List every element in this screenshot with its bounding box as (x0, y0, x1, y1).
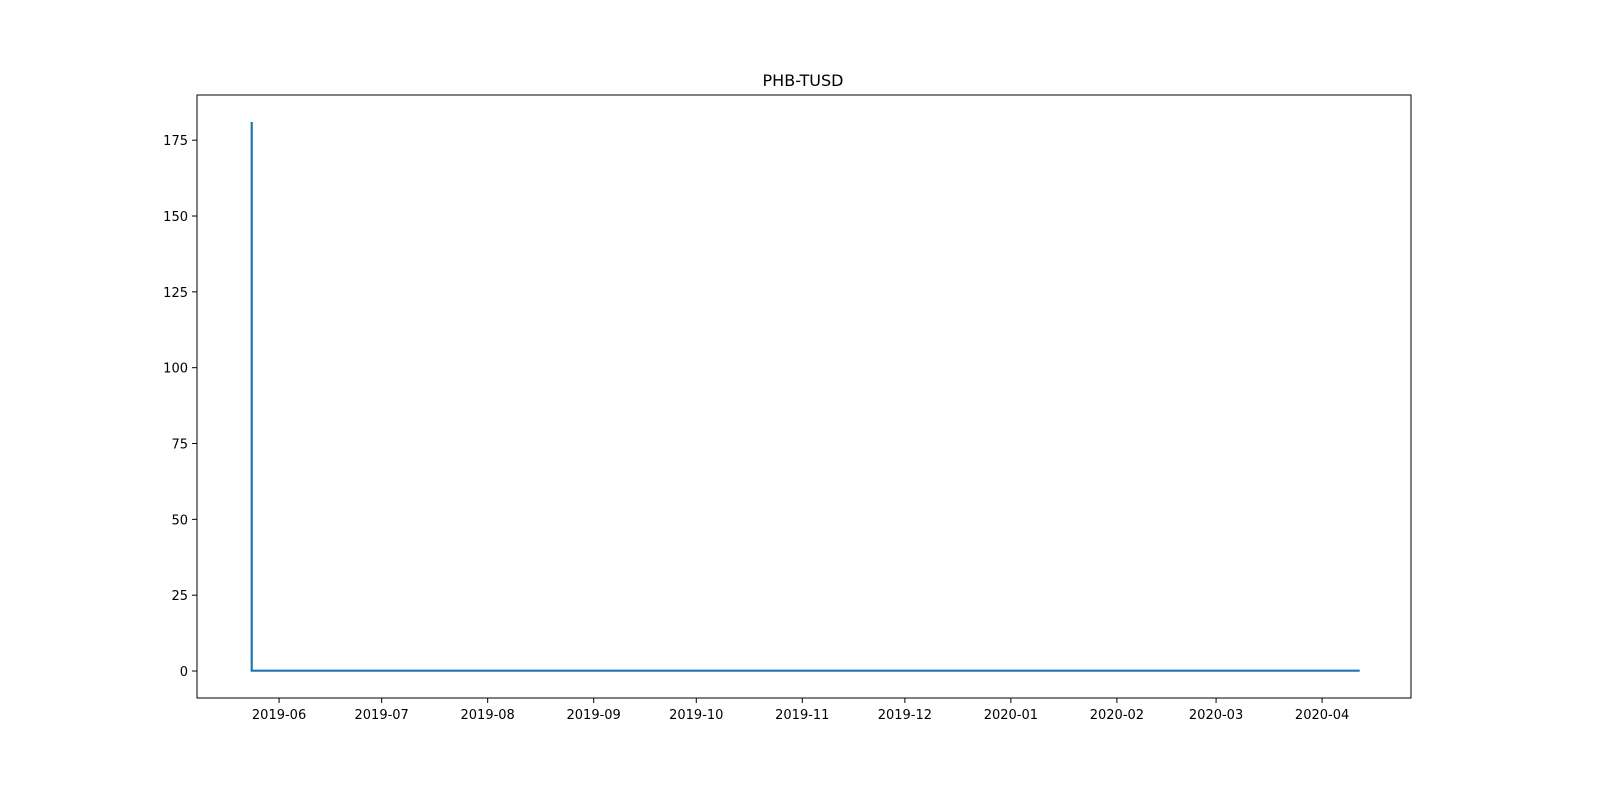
y-tick-label: 75 (171, 438, 188, 453)
y-tick-label: 175 (163, 134, 188, 149)
y-tick-label: 0 (180, 665, 188, 680)
x-tick-label: 2019-12 (878, 708, 932, 723)
x-tick-label: 2020-02 (1090, 708, 1144, 723)
x-tick-label: 2019-11 (775, 708, 829, 723)
chart-title: PHB-TUSD (763, 71, 844, 90)
series-line-0 (250, 122, 1360, 672)
y-tick-label: 50 (171, 513, 188, 528)
y-tick-label: 125 (163, 286, 188, 301)
x-tick-label: 2020-03 (1189, 708, 1243, 723)
x-tick-label: 2020-04 (1295, 708, 1349, 723)
plot-frame (196, 94, 1412, 699)
x-tick-label: 2019-06 (252, 708, 306, 723)
y-tick-label: 25 (171, 589, 188, 604)
x-tick-label: 2019-09 (567, 708, 621, 723)
y-tick-label: 150 (163, 210, 188, 225)
axes: 2019-06 2019-07 2019-08 2019-09 2019-10 2019-… (163, 94, 1412, 723)
x-tick-label: 2019-10 (669, 708, 723, 723)
x-tick-label: 2020-01 (984, 708, 1038, 723)
x-tick-label: 2019-08 (461, 708, 515, 723)
y-tick-label: 100 (163, 362, 188, 377)
x-tick-label: 2019-07 (355, 708, 409, 723)
